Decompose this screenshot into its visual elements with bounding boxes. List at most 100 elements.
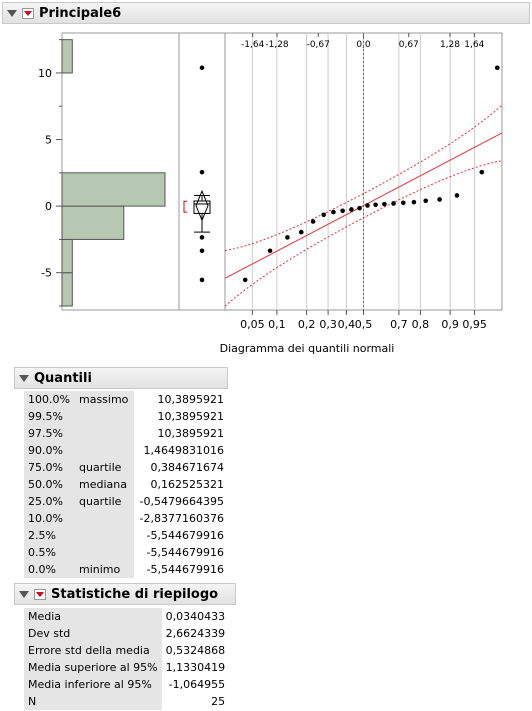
histogram-bar — [61, 238, 73, 274]
disclosure-triangle-icon[interactable] — [7, 9, 17, 17]
quantile-label — [74, 408, 134, 425]
quantile-label: massimo — [74, 391, 134, 408]
outlier-point — [199, 65, 205, 71]
quartile-box — [193, 200, 211, 214]
outline-header-principale6[interactable]: Principale6 — [2, 2, 530, 24]
table-row: 90.0% 1,4649831016 — [24, 442, 228, 459]
stat-label: Dev std — [24, 625, 162, 642]
bottom-tick-label: 0,5 — [355, 318, 373, 331]
bottom-tick-label: 0,9 — [441, 318, 459, 331]
quantile-point — [340, 208, 345, 214]
quantile-value: 0,384671674 — [150, 461, 224, 474]
quantile-percent: 0.5% — [24, 544, 75, 561]
quantile-point — [242, 277, 248, 283]
upper-confidence-band — [224, 104, 503, 252]
summary-title: Statistiche di riepilogo — [51, 586, 219, 602]
quantile-label — [74, 510, 134, 527]
distribution-charts: -5 0 5 10 0,05 0,1 0,2 0,3 0,4 0,5 0,7 0,8 0,9 0,95 -… — [38, 32, 503, 355]
normal-fit-line — [224, 132, 503, 279]
table-row: 75.0% quartile 0,384671674 — [24, 459, 228, 476]
normal-quantile-plot: 0,05 0,1 0,2 0,3 0,4 0,5 0,7 0,8 0,9 0,95 -1,64 -1,… — [224, 33, 503, 331]
quantile-point — [365, 203, 370, 208]
y-tick-label: 10 — [38, 67, 52, 80]
quantile-point — [310, 219, 316, 224]
summary-stats-table: Media 0,0340433 Dev std 2,6624339 Errore std… — [24, 608, 229, 710]
lower-confidence-band — [224, 160, 503, 307]
quantile-point — [494, 65, 500, 71]
quantile-percent: 2.5% — [24, 527, 75, 544]
histogram-bar — [61, 205, 125, 240]
table-row: 0.0% minimo -5,544679916 — [24, 561, 228, 578]
quantili-title: Quantili — [34, 370, 92, 386]
quantile-percent: 75.0% — [24, 459, 75, 476]
quantiles-table: 100.0% massimo 10,3895921 99.5% 10,3895921 97… — [24, 391, 228, 578]
stat-label: Media superiore al 95% — [24, 659, 162, 676]
quantile-label — [74, 442, 134, 459]
stat-label: Media inferiore al 95% — [24, 676, 162, 693]
quantile-point — [400, 200, 406, 206]
stat-value: -1,064955 — [168, 678, 226, 691]
histogram-frame — [61, 32, 180, 311]
table-row: Media superiore al 95% 1,1330419 — [24, 659, 229, 676]
top-tick-label: 1,64 — [464, 40, 484, 50]
histogram-bar — [61, 272, 73, 307]
stat-value: 0,0340433 — [165, 610, 226, 623]
disclosure-triangle-icon[interactable] — [19, 374, 29, 382]
quantile-percent: 25.0% — [24, 493, 75, 510]
table-row: N 25 — [24, 693, 229, 710]
quantile-value: -5,544679916 — [146, 546, 224, 559]
stat-value: 2,6624339 — [165, 627, 226, 640]
outlier-point — [199, 277, 205, 283]
table-row: Media inferiore al 95% -1,064955 — [24, 676, 229, 693]
bottom-tick-label: 0,05 — [240, 318, 265, 331]
quantile-label: minimo — [74, 561, 134, 578]
table-row: 25.0% quartile -0,5479664395 — [24, 493, 228, 510]
histogram-bar — [61, 172, 166, 207]
disclosure-triangle-icon[interactable] — [19, 590, 29, 598]
outlier-point — [199, 248, 205, 254]
quantile-label — [74, 544, 134, 561]
quantile-point — [298, 229, 304, 235]
quantile-label: mediana — [74, 476, 134, 493]
y-axis: -5 0 5 10 — [38, 39, 62, 307]
quantile-point — [454, 193, 460, 198]
stat-value: 1,1330419 — [165, 661, 226, 674]
bottom-tick-label: 0,8 — [412, 318, 430, 331]
red-triangle-menu-icon[interactable] — [22, 7, 34, 19]
quantile-value: 0,162525321 — [150, 478, 224, 491]
table-row: 100.0% massimo 10,3895921 — [24, 391, 228, 408]
top-tick-label: 0,67 — [399, 40, 419, 50]
top-tick-label: -1,64 — [241, 40, 265, 50]
top-tick-label: -1,28 — [265, 40, 289, 50]
bottom-tick-label: 0,2 — [298, 318, 316, 331]
quantile-point — [321, 212, 327, 218]
quantile-value: 10,3895921 — [157, 410, 224, 423]
bottom-tick-label: 0,3 — [319, 318, 337, 331]
table-row: 2.5% -5,544679916 — [24, 527, 228, 544]
quantile-value: 10,3895921 — [157, 393, 224, 406]
quantile-point — [423, 198, 429, 204]
outlier-box-plot — [183, 65, 211, 283]
table-row: 99.5% 10,3895921 — [24, 408, 228, 425]
quantile-percent: 97.5% — [24, 425, 75, 442]
stat-label: Errore std della media — [24, 642, 162, 659]
bottom-tick-label: 0,4 — [338, 318, 356, 331]
table-row: Errore std della media 0,5324868 — [24, 642, 229, 659]
quantile-percent: 99.5% — [24, 408, 75, 425]
quantile-percent: 90.0% — [24, 442, 75, 459]
outline-header-quantili[interactable]: Quantili — [14, 367, 228, 389]
bottom-tick-label: 0,7 — [390, 318, 408, 331]
quantile-point — [331, 209, 336, 215]
red-triangle-menu-icon[interactable] — [34, 588, 46, 600]
table-row: Media 0,0340433 — [24, 608, 229, 625]
qq-x-label: Diagramma dei quantili normali — [220, 342, 395, 355]
quantile-value: 1,4649831016 — [143, 444, 224, 457]
quantile-value: -0,5479664395 — [139, 495, 224, 508]
table-row: 0.5% -5,544679916 — [24, 544, 228, 561]
histogram-bars — [61, 39, 166, 307]
histogram-bar — [61, 39, 73, 74]
quantile-point — [267, 248, 273, 254]
top-tick-label: -0,67 — [307, 40, 330, 50]
outline-header-statistiche[interactable]: Statistiche di riepilogo — [14, 583, 236, 605]
stat-label: Media — [24, 608, 162, 625]
